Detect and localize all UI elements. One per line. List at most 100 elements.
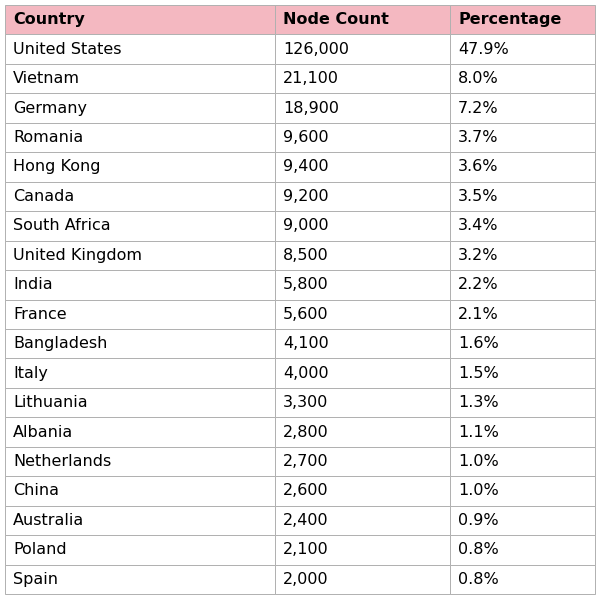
Text: 7.2%: 7.2%: [458, 101, 499, 116]
Text: 2.1%: 2.1%: [458, 307, 499, 322]
Bar: [275, 300, 450, 329]
Text: 18,900: 18,900: [283, 101, 339, 116]
Bar: [5, 535, 275, 564]
Text: 2.2%: 2.2%: [458, 277, 499, 292]
Text: Albania: Albania: [13, 425, 73, 440]
Bar: [450, 35, 595, 64]
Text: United States: United States: [13, 42, 121, 57]
Text: 2,600: 2,600: [283, 483, 329, 498]
Text: 3.7%: 3.7%: [458, 130, 499, 145]
Text: Bangladesh: Bangladesh: [13, 336, 107, 351]
Text: China: China: [13, 483, 59, 498]
Text: 9,400: 9,400: [283, 159, 329, 174]
Bar: [450, 535, 595, 564]
Text: 1.0%: 1.0%: [458, 483, 499, 498]
Bar: [5, 564, 275, 594]
Text: India: India: [13, 277, 53, 292]
Bar: [450, 93, 595, 123]
Text: 47.9%: 47.9%: [458, 42, 509, 57]
Bar: [5, 241, 275, 270]
Bar: [5, 35, 275, 64]
Text: Vietnam: Vietnam: [13, 71, 80, 86]
Text: 8,500: 8,500: [283, 248, 329, 263]
Bar: [5, 270, 275, 300]
Text: 2,000: 2,000: [283, 572, 329, 587]
Text: 4,000: 4,000: [283, 365, 329, 380]
Text: 0.8%: 0.8%: [458, 542, 499, 557]
Text: Italy: Italy: [13, 365, 48, 380]
Bar: [275, 5, 450, 35]
Text: Netherlands: Netherlands: [13, 454, 111, 469]
Text: 5,600: 5,600: [283, 307, 329, 322]
Text: 2,400: 2,400: [283, 513, 329, 528]
Text: South Africa: South Africa: [13, 219, 110, 234]
Text: 9,200: 9,200: [283, 189, 329, 204]
Bar: [275, 447, 450, 476]
Bar: [450, 329, 595, 358]
Text: Node Count: Node Count: [283, 12, 389, 27]
Text: 0.9%: 0.9%: [458, 513, 499, 528]
Text: 3,300: 3,300: [283, 395, 328, 410]
Text: Canada: Canada: [13, 189, 74, 204]
Bar: [5, 152, 275, 181]
Bar: [450, 418, 595, 447]
Bar: [5, 418, 275, 447]
Bar: [450, 447, 595, 476]
Text: 1.0%: 1.0%: [458, 454, 499, 469]
Bar: [275, 35, 450, 64]
Bar: [275, 418, 450, 447]
Bar: [275, 506, 450, 535]
Bar: [450, 476, 595, 506]
Bar: [5, 476, 275, 506]
Text: 2,800: 2,800: [283, 425, 329, 440]
Bar: [450, 388, 595, 418]
Text: 1.5%: 1.5%: [458, 365, 499, 380]
Bar: [275, 564, 450, 594]
Bar: [275, 211, 450, 241]
Bar: [275, 535, 450, 564]
Bar: [450, 181, 595, 211]
Bar: [450, 241, 595, 270]
Bar: [5, 5, 275, 35]
Bar: [5, 123, 275, 152]
Bar: [5, 93, 275, 123]
Text: 2,100: 2,100: [283, 542, 329, 557]
Text: Romania: Romania: [13, 130, 83, 145]
Bar: [5, 447, 275, 476]
Bar: [275, 93, 450, 123]
Bar: [450, 5, 595, 35]
Bar: [275, 388, 450, 418]
Bar: [275, 181, 450, 211]
Bar: [450, 270, 595, 300]
Bar: [450, 564, 595, 594]
Text: 8.0%: 8.0%: [458, 71, 499, 86]
Bar: [5, 329, 275, 358]
Text: 9,000: 9,000: [283, 219, 329, 234]
Text: Poland: Poland: [13, 542, 67, 557]
Bar: [450, 64, 595, 93]
Bar: [5, 300, 275, 329]
Text: 5,800: 5,800: [283, 277, 329, 292]
Text: France: France: [13, 307, 67, 322]
Bar: [450, 152, 595, 181]
Text: 9,600: 9,600: [283, 130, 329, 145]
Text: 1.1%: 1.1%: [458, 425, 499, 440]
Text: 1.6%: 1.6%: [458, 336, 499, 351]
Text: 3.4%: 3.4%: [458, 219, 499, 234]
Text: 21,100: 21,100: [283, 71, 339, 86]
Text: 3.6%: 3.6%: [458, 159, 499, 174]
Text: 4,100: 4,100: [283, 336, 329, 351]
Bar: [5, 211, 275, 241]
Bar: [5, 388, 275, 418]
Bar: [275, 476, 450, 506]
Text: Country: Country: [13, 12, 85, 27]
Bar: [5, 181, 275, 211]
Bar: [275, 329, 450, 358]
Bar: [275, 241, 450, 270]
Text: 3.5%: 3.5%: [458, 189, 499, 204]
Bar: [450, 300, 595, 329]
Bar: [450, 211, 595, 241]
Text: 0.8%: 0.8%: [458, 572, 499, 587]
Text: Australia: Australia: [13, 513, 84, 528]
Text: Hong Kong: Hong Kong: [13, 159, 101, 174]
